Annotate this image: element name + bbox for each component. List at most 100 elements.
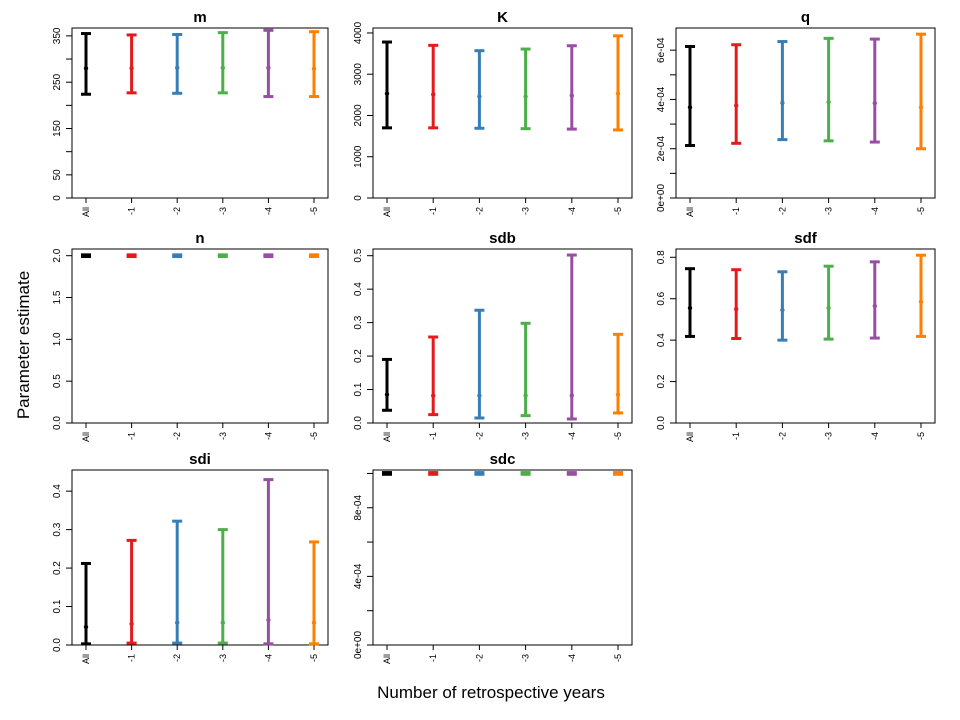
error-bar-K--1: [428, 43, 439, 130]
error-bar-n-All: [81, 253, 91, 259]
point-estimate: [384, 471, 390, 476]
point-estimate: [872, 100, 877, 106]
y-tick-label: 2e-04: [656, 135, 667, 161]
x-tick-label: -4: [263, 654, 273, 662]
point-estimate: [129, 253, 134, 258]
y-tick-label: 8e-04: [353, 495, 364, 521]
panel-sdf: sdf 0.0 0.2 0.4 0.6 0.8 All -1 -2 -3 -4 -5: [656, 230, 936, 442]
y-tick-label: 4e-04: [656, 86, 667, 112]
plot-frame: [71, 248, 329, 424]
error-bar-sdb--4: [566, 253, 577, 421]
error-bar-q--2: [777, 40, 788, 142]
error-bar-K-All: [382, 40, 392, 130]
point-estimate: [266, 253, 271, 258]
error-bar-m--5: [309, 30, 319, 99]
x-tick-label: -5: [916, 432, 926, 440]
point-estimate: [918, 105, 924, 110]
x-tick-label: -5: [309, 654, 319, 662]
point-estimate: [129, 66, 134, 71]
error-bar-sdf--2: [777, 270, 788, 342]
error-bar-sdf-All: [685, 267, 695, 338]
error-bar-K--4: [566, 44, 577, 131]
point-estimate: [826, 305, 831, 311]
error-bar-sdi--4: [263, 478, 274, 646]
y-tick-label: 6e-04: [656, 37, 667, 63]
panel-title: K: [497, 9, 508, 26]
y-tick-label: 0.3: [353, 315, 364, 329]
panels: m 0 50 150 250 350 All -1 -2 -3 -4 -5 K 0 1000 2000 3000…: [52, 9, 936, 664]
panel-title: m: [193, 9, 206, 26]
point-estimate: [431, 393, 436, 398]
panel-K: K 0 1000 2000 3000 4000 All -1 -2 -3 -4 -5: [353, 9, 633, 217]
y-tick-label: 4000: [353, 21, 364, 44]
panel-title: sdc: [490, 451, 516, 468]
y-tick-label: 1.0: [52, 332, 63, 346]
point-estimate: [826, 99, 831, 105]
error-bar-sdf--3: [823, 264, 834, 341]
x-tick-label: -3: [824, 432, 834, 440]
point-estimate: [734, 306, 739, 312]
y-tick-label: 0: [353, 195, 364, 201]
point-estimate: [734, 103, 739, 108]
x-tick-label: All: [382, 654, 392, 664]
x-tick-label: -1: [731, 432, 741, 440]
error-bar-sdb-All: [382, 357, 392, 412]
point-estimate: [780, 307, 785, 313]
panel-title: q: [801, 9, 810, 26]
point-estimate: [477, 393, 482, 398]
plot-frame: [71, 27, 329, 199]
panel-n: n 0.0 0.5 1.0 1.5 2.0 All -1 -2 -3 -4 -5: [52, 230, 329, 442]
panel-m: m 0 50 150 250 350 All -1 -2 -3 -4 -5: [52, 9, 329, 217]
point-estimate: [384, 91, 390, 96]
panel-sdb: sdb 0.0 0.1 0.2 0.3 0.4 0.5 All -1 -2 -3 -4 -5: [353, 230, 633, 442]
y-tick-label: 2.0: [52, 248, 63, 262]
y-tick-label: 0.3: [52, 522, 63, 536]
plot-frame: [675, 248, 936, 424]
panel-title: sdf: [794, 230, 818, 247]
x-tick-label: All: [81, 654, 91, 664]
panel-title: sdi: [189, 451, 211, 468]
x-tick-label: -5: [613, 654, 623, 662]
point-estimate: [477, 94, 482, 99]
y-tick-label: 3000: [353, 63, 364, 86]
error-bar-K--3: [520, 47, 531, 131]
point-estimate: [175, 620, 180, 625]
point-estimate: [311, 66, 317, 71]
plot-frame: [71, 469, 329, 646]
error-bar-q--3: [823, 36, 834, 143]
x-tick-label: -1: [428, 207, 438, 215]
y-tick-label: 350: [52, 27, 63, 44]
y-tick-label: 0.4: [656, 333, 667, 347]
error-bar-sdc-All: [382, 471, 392, 476]
point-estimate: [569, 93, 574, 98]
error-bar-sdc--2: [474, 471, 485, 476]
x-tick-label: -1: [428, 432, 438, 440]
x-tick-label: -4: [567, 432, 577, 440]
error-bar-sdb--1: [428, 335, 439, 417]
y-tick-label: 0.0: [353, 416, 364, 430]
x-tick-label: -2: [474, 654, 484, 662]
error-bar-m--3: [217, 31, 228, 95]
x-tick-label: -3: [218, 432, 228, 440]
x-tick-label: -5: [613, 432, 623, 440]
y-tick-label: 0.5: [353, 248, 364, 262]
point-estimate: [83, 66, 89, 71]
point-estimate: [129, 621, 134, 627]
y-tick-label: 1000: [353, 145, 364, 168]
error-bar-K--2: [474, 49, 485, 130]
x-tick-label: -5: [613, 207, 623, 215]
point-estimate: [384, 392, 390, 397]
point-estimate: [523, 393, 528, 398]
panel-title: sdb: [489, 230, 516, 247]
point-estimate: [569, 393, 574, 398]
x-tick-label: -4: [263, 207, 273, 215]
error-bar-n--5: [309, 253, 319, 259]
x-tick-label: -4: [567, 207, 577, 215]
x-tick-label: -2: [172, 432, 182, 440]
error-bar-n--4: [263, 253, 274, 259]
x-tick-label: -4: [870, 432, 880, 440]
error-bar-sdc--5: [613, 471, 623, 476]
x-tick-label: -1: [428, 654, 438, 662]
point-estimate: [477, 471, 482, 476]
error-bar-q--1: [731, 43, 742, 145]
